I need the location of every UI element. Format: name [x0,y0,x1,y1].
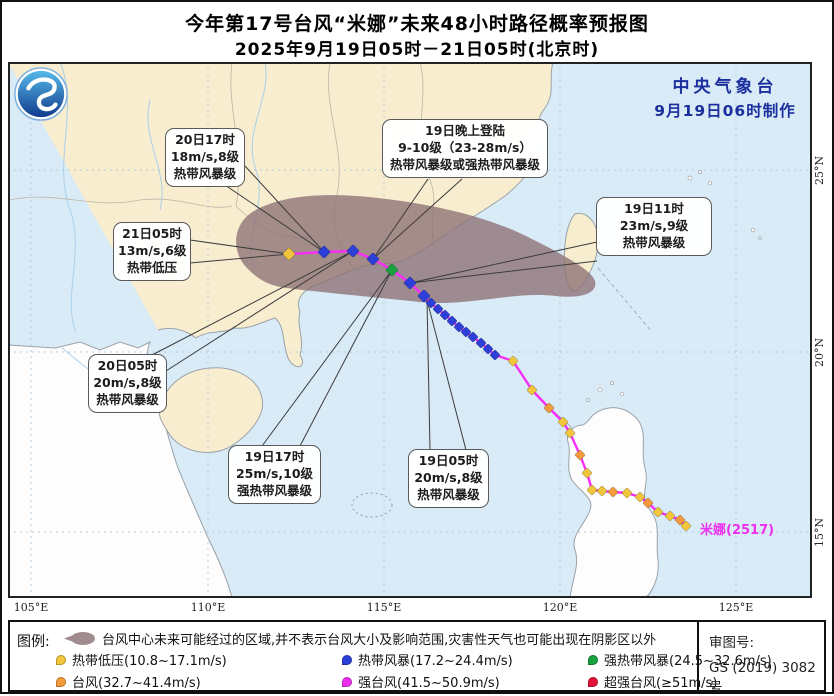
callout-line: 19日晚上登陆 [425,123,505,138]
callout-line: 21日05时 [122,226,182,241]
callout-leader-lines [151,165,598,451]
callout-line: 19日17时 [244,449,305,464]
callout-line: 热带低压 [126,259,177,275]
legend-item-text: 热带风暴(17.2~24.4m/s) [358,654,513,669]
storm-name-label: 米娜(2517) [700,523,775,538]
sts-marker-icon [588,654,598,665]
lon-tick-label: 105°E [13,601,49,614]
forecast-callout: 19日晚上登陆 9-10级（23-28m/s） 热带风暴级或强热带风暴级 [382,119,548,178]
review-number: GS (2019) 3082号 [709,660,816,696]
dep-marker-icon [56,654,66,665]
ts-marker-icon [342,654,352,665]
legend-panel: 图例: 台风中心未来可能经过的区域,并不表示台风大小及影响范围,灾害性天气也可能… [8,620,826,696]
callout-line: 强热带风暴级 [236,482,312,498]
callout-line: 19日11时 [624,201,684,216]
callout-line: 9-10级（23-28m/s） [398,139,532,155]
legend-title: 图例: [17,634,50,650]
typhoon-track-line [288,249,687,527]
lon-tick-label: 115°E [366,601,402,614]
legend-item: 热带低压(10.8~17.1m/s) [56,650,342,669]
forecast-callout: 20日05时 20m/s,8级 热带风暴级 [88,354,167,413]
forecast-callout: 19日17时 25m/s,10级 强热带风暴级 [228,445,321,504]
legend-item: 台风(32.7~41.4m/s) [56,672,342,691]
svty-marker-icon [588,676,598,687]
callout-line: 热带风暴级 [417,486,480,502]
callout-line: 13m/s,6级 [118,242,187,258]
callout-line: 热带风暴级或强热带风暴级 [389,156,540,172]
lon-tick-label: 110°E [190,601,226,614]
lon-tick-label: 125°E [718,601,754,614]
callout-line: 19日05时 [418,453,479,468]
legend-item: 超强台风(≥51m/s) [588,672,772,691]
forecast-callout: 19日05时 20m/s,8级 热带风暴级 [408,449,489,508]
legend-item-text: 台风(32.7~41.4m/s) [72,676,201,691]
page-subtitle: 2025年9月19日05时－21日05时(北京时) [234,40,600,60]
typhoon-track-points [282,244,692,532]
legend-item-text: 超强台风(≥51m/s) [604,676,718,691]
callout-line: 20日05时 [97,358,158,373]
lat-tick-label: 20°N [813,337,826,367]
ty-marker-icon [56,676,66,687]
callout-line: 20日17时 [175,132,235,147]
callout-line: 20m/s,8级 [414,469,483,485]
legend-cone-row: 台风中心未来可能经过的区域,并不表示台风大小及影响范围,灾害性天气也可能出现在阴… [62,629,656,648]
legend-items: 热带低压(10.8~17.1m/s) 热带风暴(17.2~24.4m/s) 强热带风… [56,650,772,691]
forecast-callout: 21日05时 13m/s,6级 热带低压 [113,222,191,281]
page-title: 今年第17号台风“米娜”未来48小时路径概率预报图 [185,13,649,35]
land-vietnam [8,340,233,598]
callout-line: 热带风暴级 [622,234,686,250]
lon-tick-label: 120°E [542,601,578,614]
callout-line: 25m/s,10级 [235,465,314,481]
callout-line: 热带风暴级 [173,165,237,181]
lat-tick-label: 25°N [813,155,826,185]
callout-line: 23m/s,9级 [619,217,689,233]
land-luzon [566,407,659,598]
forecast-callout: 20日17时 18m/s,8级 热带风暴级 [165,128,245,187]
legend-item: 强热带风暴(24.5~32.6m/s) [588,650,772,669]
review-label: 审图号: [709,635,755,651]
cma-logo [13,66,69,126]
lat-tick-label: 15°N [813,517,826,547]
cone-icon [64,632,95,645]
land-hainan [159,367,264,453]
legend-item: 热带风暴(17.2~24.4m/s) [342,650,588,669]
forecast-callout: 19日11时 23m/s,9级 热带风暴级 [596,197,712,256]
callout-line: 热带风暴级 [96,391,159,407]
agency-stamp: 中央气象台 9月19日06时制作 [640,72,810,121]
legend-cone-text: 台风中心未来可能经过的区域,并不表示台风大小及影响范围,灾害性天气也可能出现在阴… [102,633,657,648]
legend-item-text: 强台风(41.5~50.9m/s) [358,676,500,691]
legend-item: 强台风(41.5~50.9m/s) [342,672,588,691]
legend-item-text: 强热带风暴(24.5~32.6m/s) [604,654,772,669]
vty-marker-icon [342,676,352,687]
legend-item-text: 热带低压(10.8~17.1m/s) [72,654,227,669]
callout-line: 18m/s,8级 [170,148,240,164]
callout-line: 20m/s,8级 [93,374,162,390]
agency-name: 中央气象台 [672,77,778,97]
agency-issue-time: 9月19日06时制作 [654,102,796,120]
probability-cone [236,195,596,303]
map-review-panel: 审图号: GS (2019) 3082号 [697,622,824,696]
